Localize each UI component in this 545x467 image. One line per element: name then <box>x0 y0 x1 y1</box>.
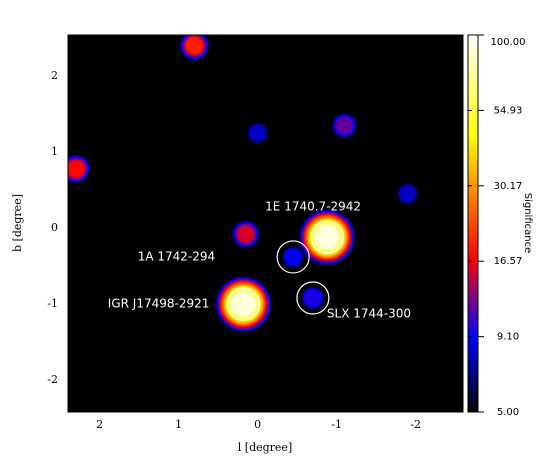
source-label: IGR J17498-2921 <box>108 297 210 311</box>
colorbar-label: Significance <box>522 193 533 254</box>
y-tick-label: 0 <box>51 221 58 234</box>
source-circle <box>310 220 344 254</box>
source-level <box>186 37 203 54</box>
colorbar-tick-label: 54.93 <box>494 105 523 116</box>
map-background <box>68 35 463 412</box>
source-level <box>68 160 85 177</box>
y-axis-label: b [degree] <box>11 194 24 252</box>
source <box>298 208 356 266</box>
x-tick-label: -2 <box>410 418 421 431</box>
source-level <box>336 117 353 134</box>
colorbar-tick-label: 9.10 <box>497 332 519 343</box>
x-tick-label: 0 <box>254 418 261 431</box>
source-level <box>237 226 254 243</box>
colorbar <box>467 34 479 413</box>
source-circle <box>226 287 260 321</box>
source-level <box>315 225 339 249</box>
source <box>231 219 261 249</box>
source <box>281 245 305 269</box>
source-label: 1A 1742-294 <box>138 249 215 263</box>
source-circle <box>296 281 330 315</box>
source <box>331 112 358 139</box>
plot-frame <box>67 34 464 413</box>
y-tick-label: 1 <box>51 145 58 158</box>
source <box>300 285 325 311</box>
source-label: 1E 1740.7-2942 <box>265 200 361 214</box>
x-tick-label: 2 <box>96 418 103 431</box>
colorbar-tick-label: 30.17 <box>494 181 523 192</box>
x-tick-label: 1 <box>175 418 182 431</box>
colorbar-tick-label: 16.57 <box>494 256 523 267</box>
source <box>246 122 269 144</box>
source-level <box>249 125 266 141</box>
y-tick-label: -2 <box>47 373 58 386</box>
x-tick-label: -1 <box>331 418 342 431</box>
source-circle <box>276 240 310 274</box>
x-axis-label: l [degree] <box>238 441 292 454</box>
source-level <box>231 292 256 316</box>
source-level <box>304 290 321 306</box>
colorbar-tick-label: 5.00 <box>497 407 519 418</box>
source-level <box>399 185 416 202</box>
y-tick-label: -1 <box>47 297 58 310</box>
source <box>396 182 419 205</box>
colorbar-tick-label: 100.00 <box>491 37 526 48</box>
source-level <box>285 249 302 265</box>
source-label: SLX 1744-300 <box>327 306 411 320</box>
source <box>68 154 91 184</box>
y-tick-label: 2 <box>51 69 58 82</box>
source <box>214 275 272 333</box>
source <box>179 35 210 61</box>
